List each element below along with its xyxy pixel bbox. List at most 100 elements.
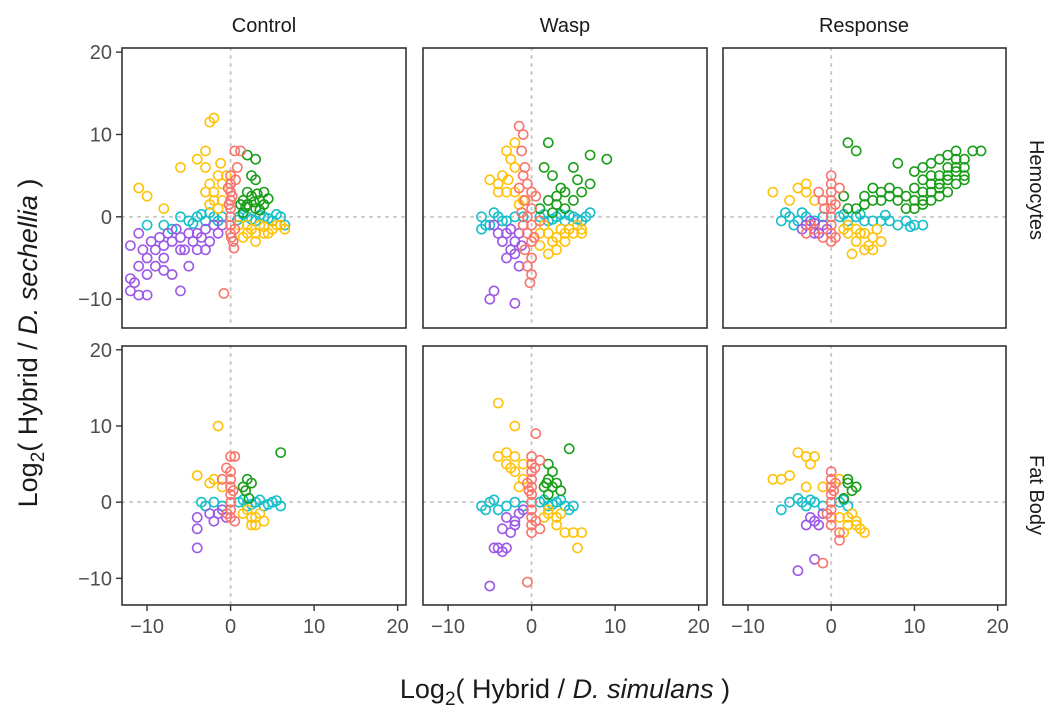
data-point-green [584,149,596,161]
y-tick-label: 20 [90,340,112,362]
data-point-gold [200,161,211,173]
data-point-green [934,182,945,194]
data-point-green [251,188,263,200]
data-point-green [547,207,558,219]
data-point-gold [555,508,567,519]
data-point-purple [137,244,149,256]
data-point-green [959,170,970,181]
data-point-cyan [195,208,207,220]
data-point-red [513,120,525,132]
data-point-purple [792,565,804,577]
data-point-red [517,170,529,181]
data-point-red [227,485,239,497]
data-point-purple [162,227,174,239]
data-point-red [830,231,841,243]
data-point-green [925,178,937,190]
panel-control-fat-body [121,345,407,606]
data-point-purple [124,273,136,284]
data-point-gold [204,199,216,210]
data-point-purple [805,512,816,523]
data-point-purple [488,285,500,297]
data-point-gold [215,157,226,169]
data-point-green [942,174,954,186]
y-axis-title-species: D. sechellia [13,195,43,335]
data-point-red [218,287,230,299]
data-point-gold [212,203,224,214]
data-point-red [830,477,841,489]
data-point-gold [509,420,521,432]
data-point-purple [170,223,182,235]
data-point-cyan [254,494,266,506]
data-point-green [884,182,895,194]
data-point-green [601,153,613,165]
data-point-cyan [476,211,487,223]
data-point-red [534,215,546,227]
data-point-red [817,231,829,243]
data-point-gold [220,170,232,181]
data-point-purple [513,508,525,519]
data-point-green [934,190,945,202]
axis-ticks: −10 0 10 20 −10 0 10 20 −10 0 10 20 −10 0 10 20 −10 0 10 20 [78,42,1009,638]
data-point-gold [859,227,870,239]
data-point-purple [133,227,145,239]
data-point-red [225,211,236,223]
data-point-purple [492,227,504,239]
data-point-purple [145,236,157,247]
data-point-gold [846,508,858,519]
data-point-purple [149,244,161,256]
data-point-gold [834,512,845,523]
data-point-cyan [775,504,787,516]
data-point-purple [191,523,203,535]
x-tick-label: 20 [987,616,1009,638]
data-point-purple [175,231,186,243]
data-point-green [925,186,937,198]
x-tick-label: 10 [604,616,626,638]
data-point-green [559,203,571,214]
x-axis-title: Log2( Hybrid / D. simulans ) [400,674,730,710]
data-point-red [225,231,237,243]
data-point-purple [191,542,203,554]
data-point-purple [154,231,165,243]
data-point-cyan [796,207,808,219]
data-point-cyan [775,215,787,227]
data-point-purple [158,240,170,251]
data-point-purple [484,293,496,305]
data-point-gold [212,420,224,432]
data-point-gold [258,227,270,239]
data-point-green [541,477,552,489]
panel-border [121,47,407,329]
data-point-red [517,129,529,140]
data-point-purple [212,227,224,239]
data-point-red [216,473,228,485]
data-point-gold [863,240,875,251]
facet-column-label-wasp: Wasp [540,15,590,37]
data-point-cyan [780,207,791,219]
x-tick-label: 0 [225,616,236,638]
data-point-cyan [547,213,558,225]
data-point-gold [576,227,588,239]
facet-panels [121,47,1007,606]
data-point-green [917,199,929,210]
data-point-green [838,492,850,504]
x-tick-label: 10 [903,616,925,638]
data-point-gold [492,178,504,190]
data-point-cyan [867,215,879,227]
data-point-cyan [158,219,170,231]
data-point-red [229,145,241,157]
data-point-green [959,174,970,186]
data-point-green [892,157,904,169]
panel-control-hemocytes [121,47,407,329]
data-point-red [229,451,241,462]
data-point-purple [813,519,825,531]
y-axis-title: Log2( Hybrid / D. sechellia ) [13,179,49,508]
facet-column-label-response: Response [819,15,909,37]
data-point-red [221,508,233,519]
data-point-green [950,161,962,173]
data-point-gold [509,451,521,462]
data-point-green [551,199,562,210]
data-point-green [934,153,945,165]
data-point-gold [208,186,220,198]
data-point-gold [517,458,529,470]
data-point-red [825,186,837,198]
